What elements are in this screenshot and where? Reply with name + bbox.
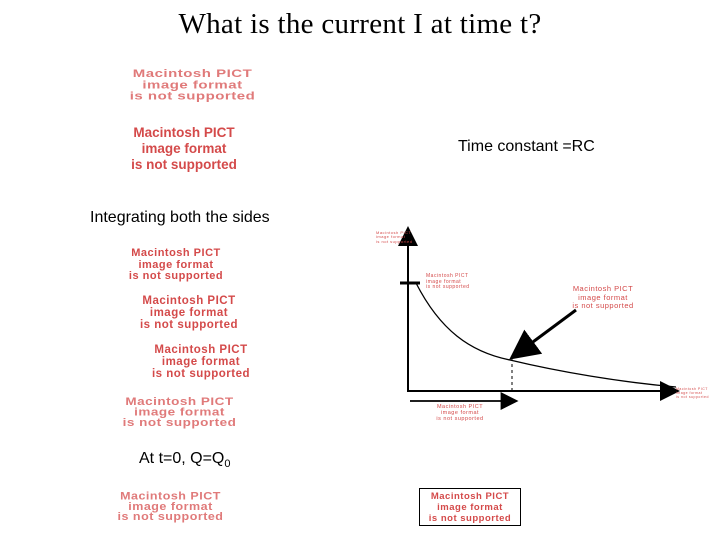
unsupported-image-placeholder: Macintosh PICT image format is not suppo… (136, 344, 266, 380)
placeholder-line: Macintosh PICT (120, 490, 221, 503)
unsupported-image-placeholder: Macintosh PICT image format is not suppo… (430, 404, 490, 422)
placeholder-line: is not supported (117, 510, 224, 523)
unsupported-image-placeholder: Macintosh PICT image format is not suppo… (376, 230, 413, 244)
placeholder-line: Macintosh PICT (572, 284, 634, 293)
placeholder-line: image format (138, 258, 214, 271)
placeholder-line: is not supported (131, 157, 237, 173)
unsupported-image-placeholder: Macintosh PICT image format is not suppo… (419, 488, 521, 526)
placeholder-line: is not supported (129, 89, 256, 103)
placeholder-line: Macintosh PICT (436, 404, 484, 410)
placeholder-line: is not supported (676, 394, 709, 399)
unsupported-image-placeholder: Macintosh PICT image format is not suppo… (568, 284, 638, 311)
placeholder-line: is not supported (139, 319, 239, 332)
placeholder-line: Macintosh PICT (430, 491, 510, 502)
placeholder-line: Macintosh PICT (133, 125, 235, 140)
placeholder-line: image format (426, 278, 462, 285)
placeholder-line: is not supported (151, 368, 251, 381)
placeholder-line: Macintosh PICT (154, 344, 248, 356)
initial-condition-subscript: 0 (224, 458, 231, 471)
unsupported-image-placeholder: Macintosh PICT image format is not suppo… (80, 68, 305, 102)
placeholder-line: is not supported (436, 416, 484, 423)
slide-title: What is the current I at time t? (178, 8, 542, 40)
unsupported-image-placeholder: Macintosh PICT image format is not suppo… (426, 273, 470, 291)
placeholder-line: is not supported (572, 301, 634, 311)
placeholder-line: Macintosh PICT (131, 247, 221, 259)
unsupported-image-placeholder: Macintosh PICT image format is not suppo… (72, 395, 287, 428)
placeholder-line: is not supported (428, 512, 512, 524)
time-constant-text: Time constant =RC (458, 138, 595, 155)
placeholder-line: Macintosh PICT (676, 387, 708, 391)
unsupported-image-placeholder: Macintosh PICT image format is not suppo… (116, 247, 236, 283)
placeholder-line: image format (134, 405, 225, 418)
placeholder-line: image format (578, 292, 628, 302)
placeholder-line: image format (376, 234, 406, 240)
unsupported-image-placeholder: Macintosh PICT image format is not suppo… (124, 295, 254, 331)
unsupported-image-placeholder: Macintosh PICT image format is not suppo… (676, 387, 709, 400)
placeholder-line: is not supported (122, 415, 237, 428)
placeholder-line: is not supported (376, 238, 413, 244)
placeholder-line: is not supported (426, 284, 470, 290)
integrating-text: Integrating both the sides (90, 209, 270, 226)
initial-condition-text: At t=0, Q=Q0 (139, 450, 231, 470)
placeholder-line: image format (676, 390, 703, 395)
placeholder-line: image format (437, 501, 503, 513)
placeholder-line: is not supported (128, 270, 224, 283)
placeholder-line: image format (142, 78, 243, 92)
placeholder-line: Macintosh PICT (376, 230, 412, 235)
pointer-arrow (509, 308, 577, 360)
placeholder-line: image format (149, 307, 229, 320)
placeholder-line: image format (141, 141, 227, 157)
placeholder-line: Macintosh PICT (132, 67, 253, 80)
decay-curve (415, 282, 677, 388)
placeholder-line: image format (161, 356, 241, 369)
initial-condition-main: At t=0, Q=Q (139, 450, 225, 467)
placeholder-line: image format (440, 410, 480, 417)
placeholder-line: Macintosh PICT (142, 295, 236, 307)
unsupported-image-placeholder: Macintosh PICT image format is not suppo… (130, 125, 238, 174)
unsupported-image-placeholder: Macintosh PICT image format is not suppo… (78, 490, 263, 523)
placeholder-line: image format (128, 500, 213, 513)
placeholder-line: Macintosh PICT (125, 395, 234, 408)
placeholder-line: Macintosh PICT (426, 273, 469, 279)
